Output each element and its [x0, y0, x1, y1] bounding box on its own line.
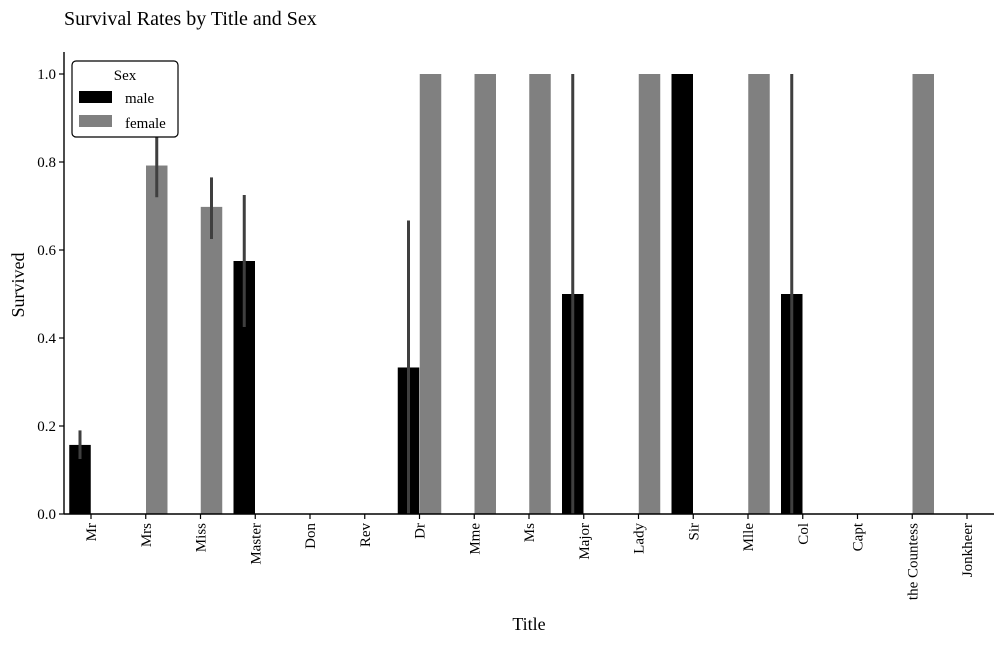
y-tick-label: 0.0 [37, 507, 56, 523]
y-tick-label: 0.4 [37, 331, 56, 347]
x-tick-label: Col [796, 523, 812, 545]
x-tick-label: Lady [632, 523, 648, 554]
bar-female-mlle [748, 74, 770, 514]
y-ticks: 0.0 0.2 0.4 0.6 0.8 1.0 [37, 67, 64, 523]
legend: Sex male female [71, 60, 179, 138]
x-tick-label: Capt [851, 522, 867, 551]
x-tick-label: Mrs [139, 523, 155, 547]
legend-title: Sex [114, 68, 137, 84]
y-axis-label: Survived [8, 253, 28, 318]
legend-label-male: male [125, 91, 154, 107]
x-tick-label: Dr [413, 523, 429, 539]
bar-female-mrs [146, 165, 168, 514]
bar-male-sir [671, 74, 693, 514]
x-ticks: Mr Mrs Miss Master Don Rev Dr Mme Ms Major Lady Sir… [84, 514, 976, 600]
bar-female-miss [200, 206, 223, 514]
bar-female-mme [474, 74, 496, 514]
bar-female-dr [419, 74, 442, 514]
x-tick-label: Don [303, 523, 319, 549]
x-tick-label: Mlle [741, 523, 757, 552]
bar-female-the-countess [912, 74, 934, 514]
x-tick-label: Master [248, 523, 264, 565]
x-tick-label: Mme [467, 523, 483, 555]
y-tick-label: 1.0 [37, 67, 56, 83]
bar-female-lady [638, 74, 661, 514]
x-tick-label: Mr [84, 523, 100, 541]
legend-swatch-female [79, 115, 112, 127]
y-tick-label: 0.2 [37, 419, 56, 435]
x-tick-label: Jonkheer [960, 523, 976, 577]
legend-label-female: female [125, 116, 166, 132]
y-tick-label: 0.6 [37, 243, 56, 259]
plot-area [69, 74, 934, 514]
bar-female-ms [529, 74, 551, 514]
y-tick-label: 0.8 [37, 155, 56, 171]
chart-title: Survival Rates by Title and Sex [64, 8, 317, 30]
x-tick-label: Sir [686, 523, 702, 541]
bar-male-master [233, 261, 255, 514]
x-axis-label: Title [512, 614, 545, 634]
legend-swatch-male [79, 91, 112, 103]
x-tick-label: Ms [522, 523, 538, 542]
bar-male-mr [69, 444, 91, 514]
x-tick-label: Rev [358, 523, 374, 548]
x-tick-label: Miss [194, 523, 210, 552]
x-tick-label: the Countess [905, 523, 921, 600]
x-tick-label: Major [577, 523, 593, 560]
